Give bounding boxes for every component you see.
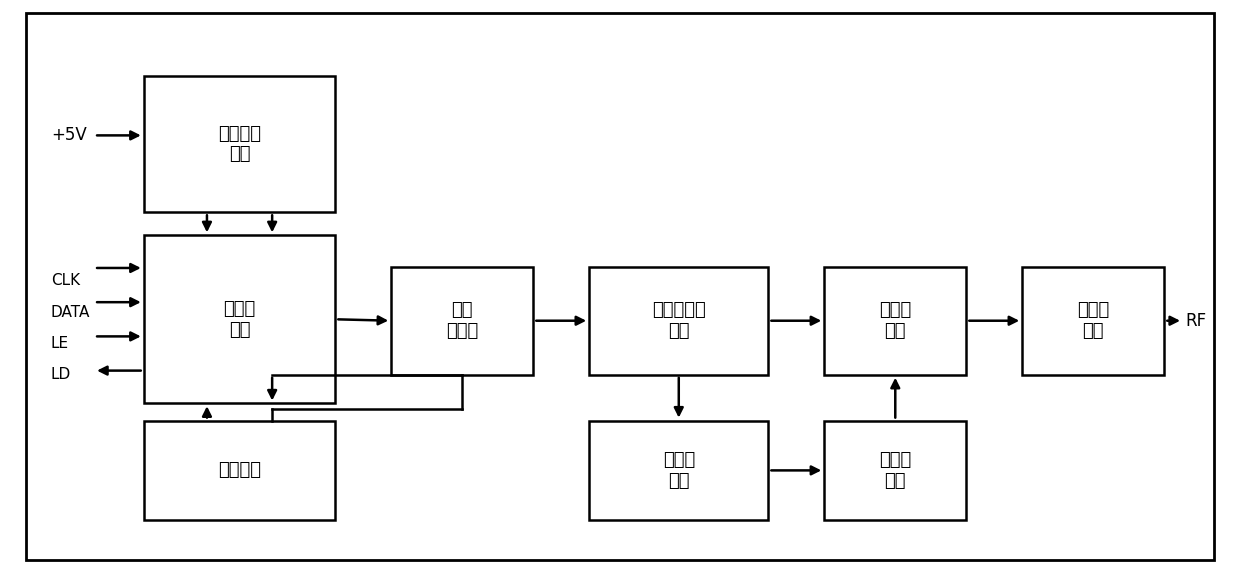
Bar [1022,266,1164,375]
Text: DATA: DATA [51,305,91,320]
Text: 功分器
芯片: 功分器 芯片 [662,451,694,490]
Text: 分频器
芯片: 分频器 芯片 [879,451,911,490]
Bar [589,266,769,375]
Text: RF: RF [1185,312,1207,329]
Text: 压控振荡器
芯片: 压控振荡器 芯片 [652,301,706,340]
Text: 锁相环
芯片: 锁相环 芯片 [223,300,255,339]
Bar [144,421,336,520]
Bar [144,76,336,213]
Bar [589,421,769,520]
Bar [144,235,336,403]
Text: 滤波器
芯片: 滤波器 芯片 [1078,301,1110,340]
Bar [825,266,966,375]
Text: LD: LD [51,367,71,382]
Text: +5V: +5V [51,127,87,144]
Text: 温补晶振: 温补晶振 [218,461,262,480]
Text: CLK: CLK [51,273,81,288]
Text: 线性稳压
电路: 线性稳压 电路 [218,124,262,163]
Text: 环路
滤波器: 环路 滤波器 [446,301,479,340]
Bar [825,421,966,520]
Bar [391,266,533,375]
Text: LE: LE [51,336,69,351]
Text: 放大器
芯片: 放大器 芯片 [879,301,911,340]
